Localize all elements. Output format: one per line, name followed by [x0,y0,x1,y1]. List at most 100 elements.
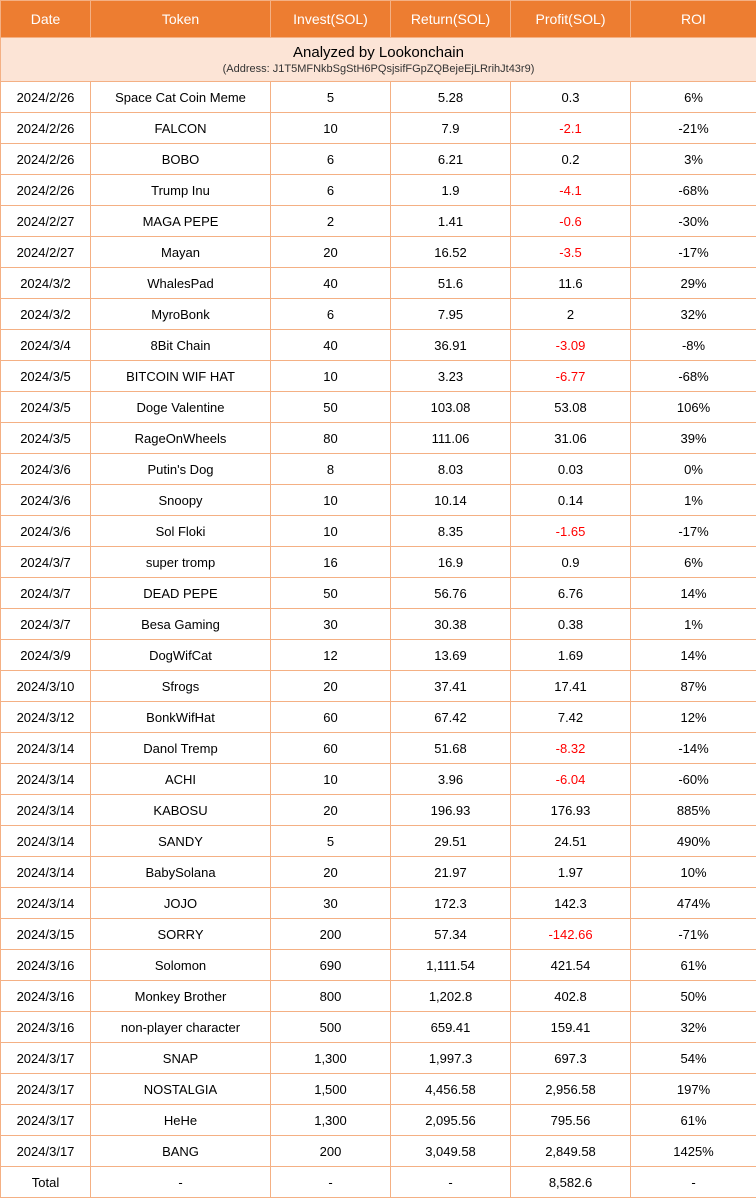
cell-roi: 197% [631,1074,756,1105]
col-date: Date [1,1,91,38]
cell-date: 2024/3/2 [1,268,91,299]
cell-return: 7.9 [391,113,511,144]
table-row: 2024/2/26Trump Inu61.9-4.1-68% [1,175,756,206]
col-return: Return(SOL) [391,1,511,38]
cell-roi: 6% [631,82,756,113]
cell-profit: 31.06 [511,423,631,454]
cell-date: 2024/3/17 [1,1043,91,1074]
cell-return: 1,202.8 [391,981,511,1012]
cell-token: super tromp [91,547,271,578]
cell-token: NOSTALGIA [91,1074,271,1105]
cell-profit: 0.14 [511,485,631,516]
cell-profit: -3.5 [511,237,631,268]
cell-invest: 40 [271,330,391,361]
table-row: 2024/3/16Solomon6901,111.54421.5461% [1,950,756,981]
cell-roi: -30% [631,206,756,237]
cell-token: BOBO [91,144,271,175]
cell-token: SNAP [91,1043,271,1074]
cell-invest: 20 [271,671,391,702]
header-row: Date Token Invest(SOL) Return(SOL) Profi… [1,1,756,38]
cell-roi: 474% [631,888,756,919]
cell-date: 2024/3/6 [1,485,91,516]
analyzed-address: (Address: J1T5MFNkbSgStH6PQsjsifFGpZQBej… [5,63,752,75]
cell-token: HeHe [91,1105,271,1136]
table-row: 2024/3/10Sfrogs2037.4117.4187% [1,671,756,702]
analyzed-title: Analyzed by Lookonchain [5,44,752,61]
cell-roi: 14% [631,578,756,609]
cell-profit: -6.04 [511,764,631,795]
cell-invest: 30 [271,609,391,640]
table-row: 2024/3/16Monkey Brother8001,202.8402.850… [1,981,756,1012]
cell-token: 8Bit Chain [91,330,271,361]
cell-profit: 24.51 [511,826,631,857]
cell-roi: 490% [631,826,756,857]
col-profit: Profit(SOL) [511,1,631,38]
cell-date: 2024/3/7 [1,578,91,609]
cell-profit: -4.1 [511,175,631,206]
cell-date: 2024/3/6 [1,516,91,547]
cell-invest: - [271,1167,391,1198]
table-row: 2024/3/5RageOnWheels80111.0631.0639% [1,423,756,454]
cell-profit: 402.8 [511,981,631,1012]
cell-profit: 421.54 [511,950,631,981]
cell-return: 51.68 [391,733,511,764]
cell-roi: 39% [631,423,756,454]
table-row: 2024/3/7Besa Gaming3030.380.381% [1,609,756,640]
cell-token: Trump Inu [91,175,271,206]
cell-invest: 6 [271,175,391,206]
cell-date: 2024/2/26 [1,82,91,113]
cell-invest: 1,300 [271,1043,391,1074]
cell-profit: 142.3 [511,888,631,919]
cell-profit: 0.3 [511,82,631,113]
cell-token: Besa Gaming [91,609,271,640]
cell-invest: 200 [271,1136,391,1167]
cell-token: FALCON [91,113,271,144]
analyzed-by-row: Analyzed by Lookonchain (Address: J1T5MF… [1,38,756,82]
cell-invest: 60 [271,702,391,733]
cell-roi: 61% [631,950,756,981]
cell-return: 2,095.56 [391,1105,511,1136]
table-row: 2024/3/7DEAD PEPE5056.766.7614% [1,578,756,609]
cell-date: 2024/3/5 [1,361,91,392]
table-row: 2024/3/2WhalesPad4051.611.629% [1,268,756,299]
cell-invest: 500 [271,1012,391,1043]
cell-invest: 20 [271,857,391,888]
table-row: 2024/3/6Putin's Dog88.030.030% [1,454,756,485]
table-row: 2024/3/14KABOSU20196.93176.93885% [1,795,756,826]
cell-date: 2024/3/16 [1,1012,91,1043]
trade-table-container: Date Token Invest(SOL) Return(SOL) Profi… [0,0,756,1198]
cell-invest: 20 [271,795,391,826]
cell-date: 2024/3/14 [1,795,91,826]
cell-invest: 50 [271,578,391,609]
table-row: 2024/3/7super tromp1616.90.96% [1,547,756,578]
table-row: 2024/2/27Mayan2016.52-3.5-17% [1,237,756,268]
cell-invest: 40 [271,268,391,299]
cell-invest: 800 [271,981,391,1012]
trade-table: Date Token Invest(SOL) Return(SOL) Profi… [0,0,756,1198]
cell-return: 8.03 [391,454,511,485]
cell-token: Monkey Brother [91,981,271,1012]
cell-date: 2024/2/26 [1,175,91,206]
cell-token: DEAD PEPE [91,578,271,609]
cell-date: 2024/2/27 [1,237,91,268]
cell-date: 2024/3/10 [1,671,91,702]
cell-roi: 87% [631,671,756,702]
cell-profit: 2,849.58 [511,1136,631,1167]
cell-roi: 106% [631,392,756,423]
table-row: 2024/3/6Snoopy1010.140.141% [1,485,756,516]
cell-return: 51.6 [391,268,511,299]
cell-roi: -17% [631,237,756,268]
table-row: 2024/2/27MAGA PEPE21.41-0.6-30% [1,206,756,237]
col-invest: Invest(SOL) [271,1,391,38]
cell-date: 2024/2/26 [1,113,91,144]
cell-invest: 6 [271,144,391,175]
cell-token: BANG [91,1136,271,1167]
table-row: 2024/3/17NOSTALGIA1,5004,456.582,956.581… [1,1074,756,1105]
table-row: 2024/3/2MyroBonk67.95232% [1,299,756,330]
cell-date: 2024/3/14 [1,826,91,857]
cell-profit: -6.77 [511,361,631,392]
cell-token: Sfrogs [91,671,271,702]
cell-date: 2024/3/17 [1,1074,91,1105]
cell-return: 21.97 [391,857,511,888]
cell-date: 2024/3/5 [1,423,91,454]
